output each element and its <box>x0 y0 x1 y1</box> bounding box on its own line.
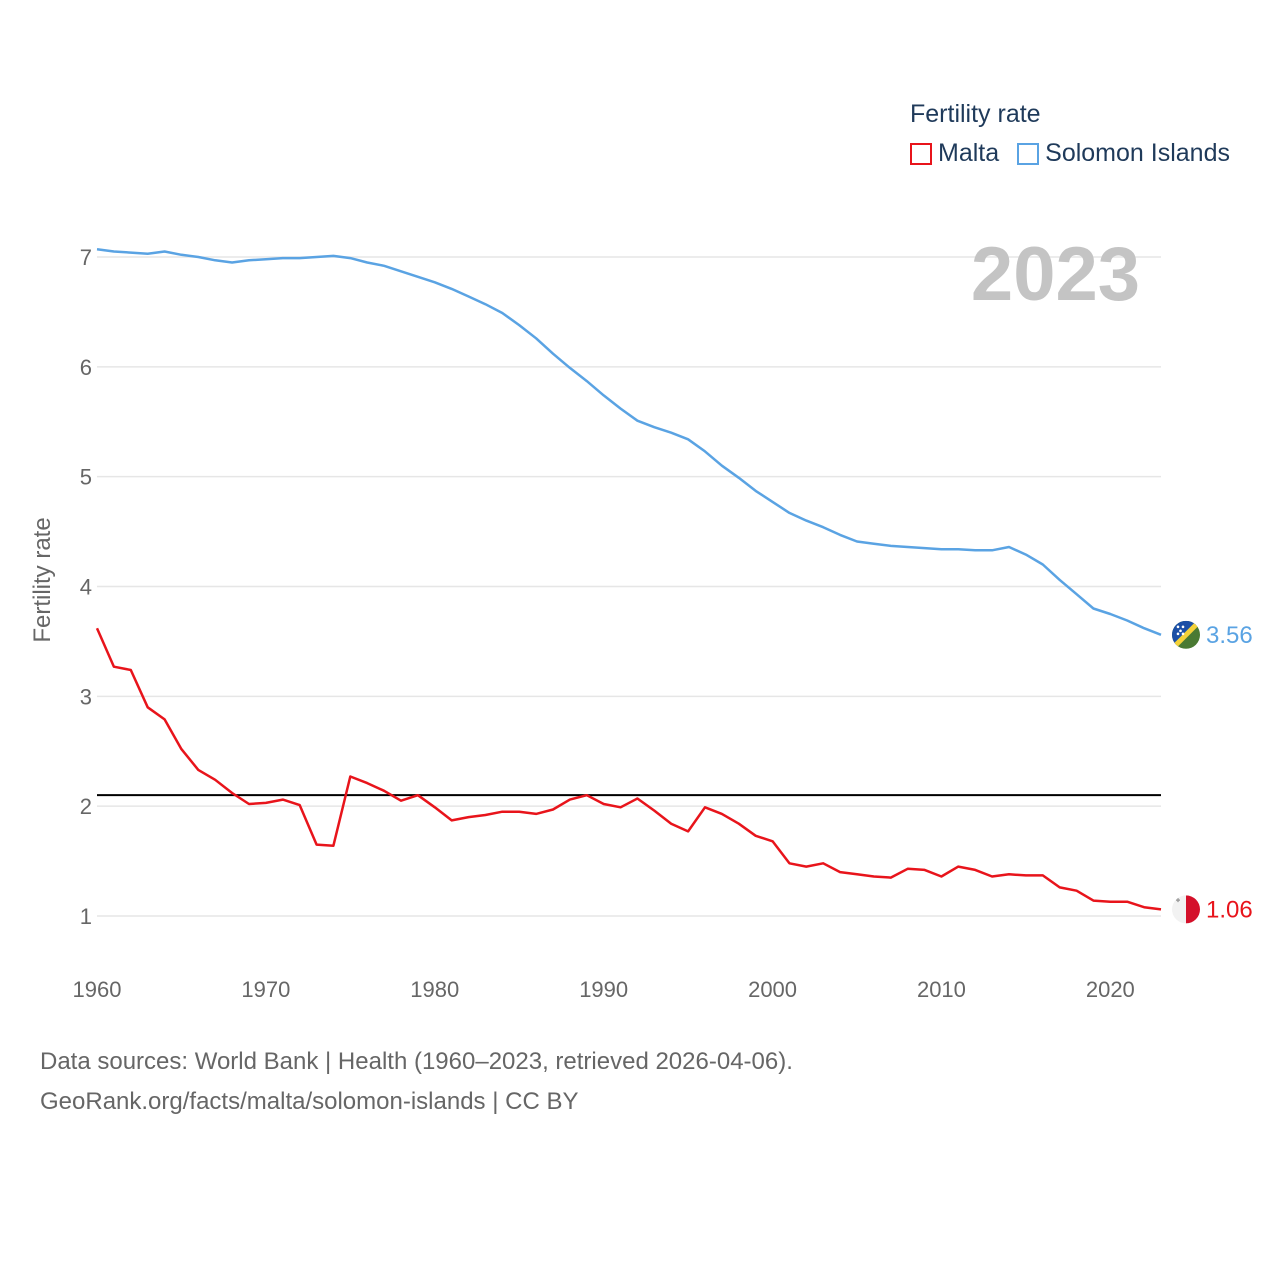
x-tick-label: 1960 <box>73 977 122 1002</box>
x-tick-label: 2010 <box>917 977 966 1002</box>
series-lines <box>95 248 1162 911</box>
x-tick-label: 1980 <box>410 977 459 1002</box>
y-axis-ticks: 1 2 3 4 5 6 7 <box>80 245 92 929</box>
malta-end-label: 1.06 <box>1206 896 1253 923</box>
y-tick-label: 3 <box>80 684 92 709</box>
footer-link: GeoRank.org/facts/malta/solomon-islands … <box>40 1088 579 1115</box>
y-tick-label: 2 <box>80 794 92 819</box>
legend-label-solomon-islands: Solomon Islands <box>1045 139 1230 167</box>
solomon-islands-end-label: 3.56 <box>1206 622 1253 649</box>
x-tick-label: 2000 <box>748 977 797 1002</box>
legend-swatch-solomon-islands <box>1017 142 1040 165</box>
malta-flag-icon <box>1172 895 1200 924</box>
x-tick-label: 1970 <box>241 977 290 1002</box>
y-tick-label: 1 <box>80 904 92 929</box>
footer-sources: Data sources: World Bank | Health (1960–… <box>40 1048 793 1075</box>
year-watermark: 2023 <box>971 232 1140 317</box>
y-axis-label: Fertility rate <box>29 517 56 642</box>
legend-items: Malta Solomon Islands <box>910 139 1248 168</box>
legend-item-malta[interactable]: Malta <box>910 139 999 168</box>
legend-title: Fertility rate <box>910 100 1041 128</box>
footer: Data sources: World Bank | Health (1960–… <box>40 1042 793 1122</box>
gridlines <box>97 256 1161 917</box>
solomon-islands-flag-icon <box>1172 620 1200 649</box>
legend-label-malta: Malta <box>938 139 1000 167</box>
x-axis-ticks: 1960 1970 1980 1990 2000 2010 2020 <box>73 977 1135 1002</box>
series-line-solomon-islands <box>96 248 1162 636</box>
y-tick-label: 6 <box>80 355 92 380</box>
legend-item-solomon-islands[interactable]: Solomon Islands <box>1017 139 1230 168</box>
y-tick-label: 4 <box>80 575 92 600</box>
legend: Fertility rate Malta Solomon Islands <box>910 100 1248 168</box>
legend-swatch-malta <box>910 142 932 165</box>
x-tick-label: 1990 <box>579 977 628 1002</box>
y-tick-label: 7 <box>80 245 92 270</box>
x-tick-label: 2020 <box>1086 977 1135 1002</box>
y-tick-label: 5 <box>80 465 92 490</box>
series-line-malta <box>95 627 1162 911</box>
